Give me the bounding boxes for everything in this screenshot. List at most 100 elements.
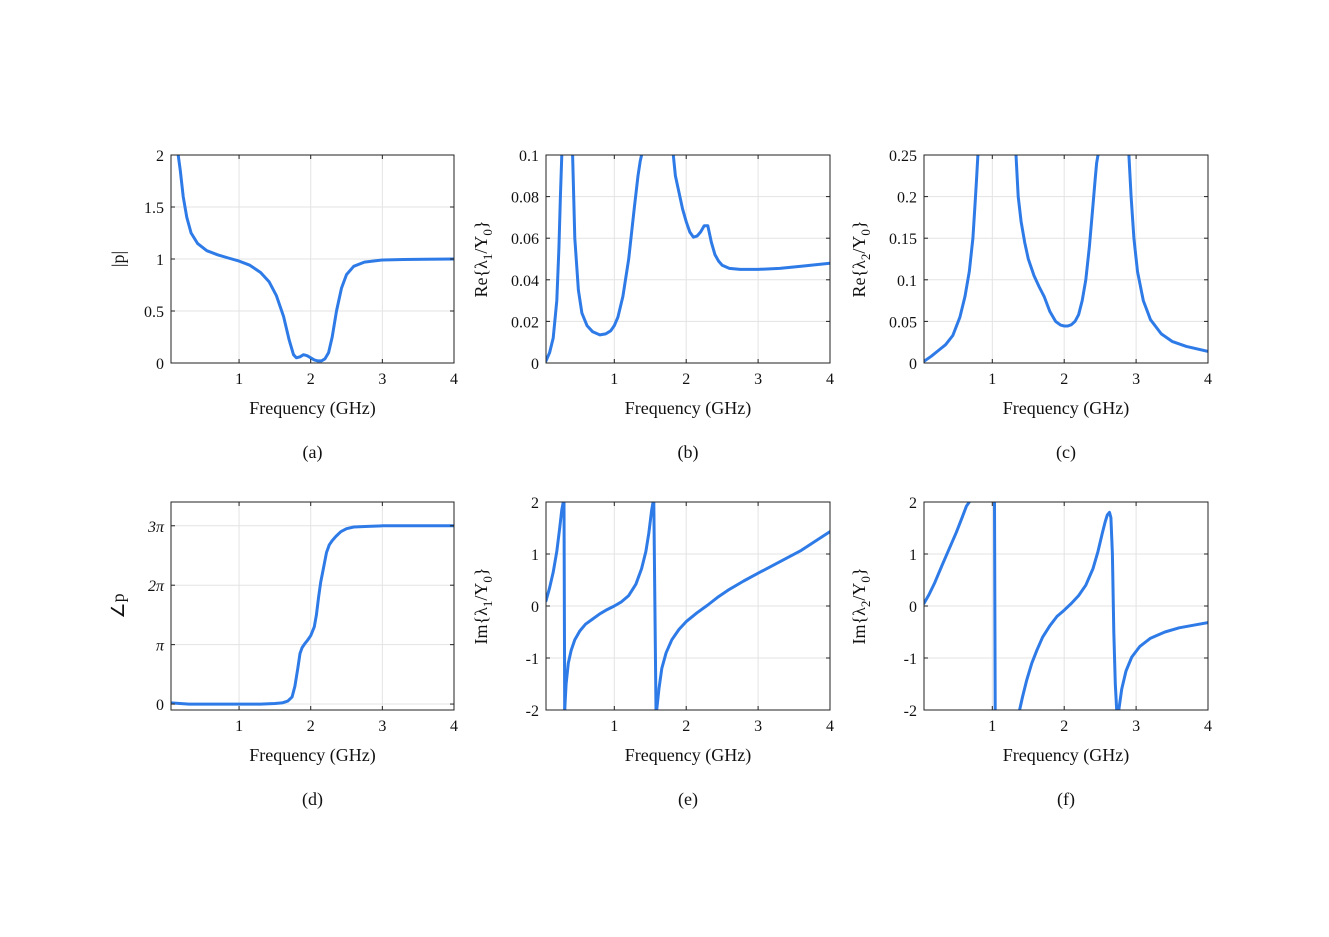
- y-tick-label: π: [156, 638, 165, 655]
- y-tick-label: 0: [531, 356, 539, 373]
- y-tick-label: 1: [531, 547, 539, 564]
- y-axis-label: |p|: [108, 251, 128, 267]
- x-tick-label: 1: [610, 718, 618, 735]
- x-tick-label: 1: [610, 371, 618, 388]
- y-tick-label: 0.5: [144, 304, 164, 321]
- y-axis-label: ∠p: [108, 593, 128, 618]
- y-axis-label: Re{λ1/Y0}: [471, 220, 495, 297]
- x-axis-label: Frequency (GHz): [625, 745, 751, 766]
- x-tick-label: 3: [1132, 718, 1140, 735]
- chart-panel-d: 1 2 3 4 0 π 2π 3π Frequency (GHz) ∠p (d): [108, 501, 458, 810]
- panel-caption: (c): [1056, 442, 1076, 463]
- y-axis-label: Im{λ2/Y0}: [849, 567, 873, 644]
- x-tick-label: 2: [307, 718, 315, 735]
- x-tick-label: 2: [682, 371, 690, 388]
- series-group: [546, 155, 830, 363]
- chart-panel-f: 1 2 3 4 -2 -1 0 1 2 Frequency (GHz) Im{λ2/Y0} (f): [849, 495, 1212, 810]
- x-tick-label: 1: [235, 371, 243, 388]
- y-axis-label: Im{λ1/Y0}: [471, 567, 495, 644]
- y-tick-label: 0.06: [511, 231, 539, 248]
- x-tick-label: 2: [307, 371, 315, 388]
- x-axis-label: Frequency (GHz): [249, 398, 375, 419]
- plot-frame: [923, 154, 1209, 364]
- series-line-2: [1018, 510, 1119, 710]
- y-tick-label: 0.1: [897, 273, 917, 290]
- series-line-0: [176, 155, 454, 363]
- y-tick-label: 2: [531, 495, 539, 512]
- x-tick-label: 4: [450, 371, 458, 388]
- y-tick-label: 0.2: [897, 190, 917, 207]
- x-tick-label: 1: [988, 371, 996, 388]
- plot-frame: [170, 501, 455, 711]
- x-axis-label: Frequency (GHz): [249, 745, 375, 766]
- x-tick-label: 4: [826, 718, 834, 735]
- panel-caption: (e): [678, 789, 698, 810]
- x-tick-label: 1: [988, 718, 996, 735]
- series-line-3: [1117, 621, 1208, 710]
- series-line-2: [671, 155, 830, 271]
- x-tick-label: 4: [1204, 718, 1212, 735]
- x-tick-label: 3: [378, 371, 386, 388]
- chart-panel-a: 1 2 3 4 0 0.5 1 1.5 2 Frequency (GHz) |p| (a): [108, 148, 458, 463]
- y-tick-label: 1: [909, 547, 917, 564]
- y-tick-label: -2: [526, 703, 539, 720]
- y-tick-label: 0.08: [511, 190, 539, 207]
- series-line-4: [655, 530, 830, 710]
- x-tick-label: 2: [682, 718, 690, 735]
- x-axis-label: Frequency (GHz): [1003, 398, 1129, 419]
- y-tick-label: 0.02: [511, 314, 539, 331]
- series-line-0: [171, 524, 454, 706]
- chart-panel-c: 1 2 3 4 0 0.05 0.1 0.15 0.2 0.25 Frequency (GHz) Re…: [849, 148, 1212, 463]
- series-line-1: [993, 502, 997, 710]
- series-line-3: [652, 502, 658, 710]
- x-axis-label: Frequency (GHz): [1003, 745, 1129, 766]
- y-tick-label: -1: [904, 651, 917, 668]
- y-tick-label: 0: [909, 599, 917, 616]
- series-line-0: [924, 155, 980, 363]
- panel-caption: (a): [303, 442, 323, 463]
- y-tick-label: 1: [156, 252, 164, 269]
- y-tick-label: -1: [526, 651, 539, 668]
- y-tick-label: 2: [909, 495, 917, 512]
- x-axis-label: Frequency (GHz): [625, 398, 751, 419]
- x-tick-label: 4: [450, 718, 458, 735]
- plot-frame: [545, 154, 831, 364]
- x-tick-label: 2: [1060, 718, 1068, 735]
- x-tick-label: 1: [235, 718, 243, 735]
- y-tick-label: -2: [904, 703, 917, 720]
- y-tick-label: 0: [156, 356, 164, 373]
- y-tick-label: 0.15: [889, 231, 917, 248]
- y-tick-label: 0.04: [511, 273, 539, 290]
- series-line-2: [563, 502, 655, 710]
- x-tick-label: 3: [754, 718, 762, 735]
- x-tick-label: 4: [826, 371, 834, 388]
- x-tick-label: 3: [378, 718, 386, 735]
- y-tick-label: 0.25: [889, 148, 917, 165]
- x-tick-label: 3: [754, 371, 762, 388]
- y-tick-label: 2: [156, 148, 164, 165]
- y-tick-label: 1.5: [144, 200, 164, 217]
- x-tick-label: 2: [1060, 371, 1068, 388]
- y-tick-label: 0: [156, 697, 164, 714]
- panel-caption: (d): [302, 789, 323, 810]
- series-line-1: [1014, 155, 1100, 328]
- y-tick-label: 0: [909, 356, 917, 373]
- series-group: [924, 502, 1208, 710]
- series-group: [176, 155, 454, 363]
- series-line-1: [562, 502, 567, 710]
- series-group: [924, 155, 1208, 363]
- series-group: [171, 524, 454, 706]
- series-line-0: [924, 502, 971, 605]
- y-tick-label: 3π: [147, 519, 165, 536]
- y-tick-label: 2π: [148, 578, 165, 595]
- x-tick-label: 4: [1204, 371, 1212, 388]
- chart-panel-e: 1 2 3 4 -2 -1 0 1 2 Frequency (GHz) Im{λ1/Y0} (e): [471, 495, 834, 810]
- y-tick-label: 0: [531, 599, 539, 616]
- panel-caption: (b): [678, 442, 699, 463]
- series-line-0: [546, 155, 564, 363]
- chart-panel-b: 1 2 3 4 0 0.02 0.04 0.06 0.08 0.1 Frequency (GHz) R…: [471, 148, 834, 463]
- series-line-0: [546, 502, 566, 603]
- series-group: [546, 502, 830, 710]
- y-tick-label: 0.1: [519, 148, 539, 165]
